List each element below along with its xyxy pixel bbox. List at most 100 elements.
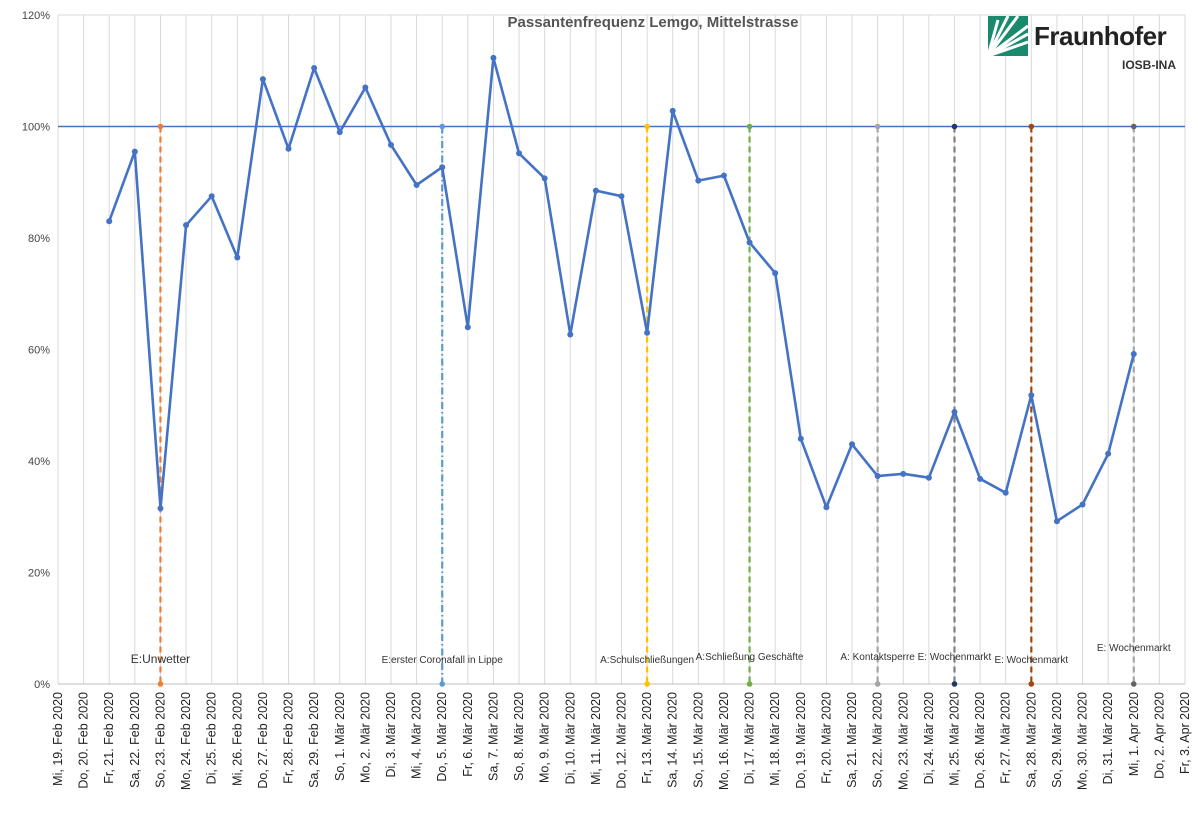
data-point <box>746 239 753 246</box>
x-tick-label: Sa, 7. Mär 2020 <box>486 692 500 781</box>
x-tick-label: Do, 2. Apr 2020 <box>1152 692 1166 779</box>
x-tick-label: Mi, 25. Mär 2020 <box>947 692 961 786</box>
y-tick-label: 0% <box>34 679 50 691</box>
event-label: E: Wochenmarkt <box>994 655 1068 666</box>
x-tick-label: Fr, 6. Mär 2020 <box>461 692 475 777</box>
x-tick-label: Do, 5. Mär 2020 <box>435 692 449 782</box>
data-point <box>1105 450 1112 457</box>
y-tick-label: 80% <box>28 233 50 245</box>
data-point <box>900 470 907 477</box>
data-point <box>567 331 574 338</box>
event-label: E: Wochenmarkt <box>918 652 992 663</box>
data-point <box>772 270 779 277</box>
x-tick-label: Do, 12. Mär 2020 <box>615 692 629 789</box>
data-point <box>259 76 266 83</box>
data-point <box>336 129 343 136</box>
x-tick-label: Mi, 11. Mär 2020 <box>589 692 603 785</box>
data-point <box>849 441 856 448</box>
x-tick-label: Mi, 18. Mär 2020 <box>768 692 782 786</box>
x-tick-label: Do, 19. Mär 2020 <box>794 692 808 789</box>
x-tick-label: Sa, 28. Mär 2020 <box>1024 692 1038 788</box>
event-label: E: Wochenmarkt <box>1097 643 1171 654</box>
event-marker-top <box>439 123 446 130</box>
data-point <box>362 84 369 91</box>
event-marker-top <box>157 123 164 130</box>
event-marker-top <box>1028 123 1035 130</box>
event-marker-bottom <box>644 681 650 687</box>
data-point <box>1079 501 1086 508</box>
x-tick-label: Di, 24. Mär 2020 <box>922 692 936 784</box>
x-tick-label: Mo, 2. Mär 2020 <box>358 692 372 783</box>
x-tick-label: Di, 17. Mär 2020 <box>743 692 757 784</box>
data-point <box>516 150 523 157</box>
event-marker-bottom <box>1130 681 1137 687</box>
x-tick-label: Di, 10. Mär 2020 <box>563 692 577 784</box>
x-tick-label: Mo, 9. Mär 2020 <box>538 692 552 783</box>
logo-wordmark: Fraunhofer <box>1034 21 1167 51</box>
data-point <box>1002 489 1009 496</box>
y-tick-label: 120% <box>22 10 50 22</box>
data-point <box>695 177 702 184</box>
x-tick-label: Di, 31. Mär 2020 <box>1101 692 1115 784</box>
data-point <box>311 64 318 71</box>
x-tick-label: Fr, 3. Apr 2020 <box>1178 692 1192 774</box>
event-marker-bottom <box>439 681 446 687</box>
data-point <box>1053 518 1060 525</box>
event-label: A:Schulschließungen <box>600 655 694 666</box>
data-point <box>464 324 471 331</box>
x-tick-label: Mo, 30. Mär 2020 <box>1076 692 1090 790</box>
event-label: E:erster Coronafall in Lippe <box>382 655 504 666</box>
x-tick-label: So, 1. Mär 2020 <box>333 692 347 781</box>
data-point <box>106 218 113 225</box>
x-tick-label: So, 15. Mär 2020 <box>691 692 705 788</box>
y-tick-label: 60% <box>28 345 50 357</box>
event-marker-bottom <box>951 681 958 687</box>
data-point <box>1028 392 1035 399</box>
event-label: A: Kontaktsperre <box>840 652 915 663</box>
x-tick-label: Do, 20. Feb 2020 <box>77 692 91 789</box>
x-tick-label: Mi, 4. Mär 2020 <box>410 692 424 779</box>
data-point <box>797 435 804 442</box>
event-marker-top <box>644 123 650 130</box>
x-tick-label: So, 29. Mär 2020 <box>1050 692 1064 788</box>
event-marker-top <box>746 123 753 130</box>
data-point <box>618 193 625 200</box>
x-tick-label: Fr, 13. Mär 2020 <box>640 692 654 784</box>
x-tick-label: Do, 26. Mär 2020 <box>973 692 987 789</box>
data-point <box>131 148 138 155</box>
chart-title: Passantenfrequenz Lemgo, Mittelstrasse <box>508 14 799 31</box>
y-axis: 0% 20% 40% 60% 80% 100% 120% <box>22 10 50 691</box>
vertical-grid <box>57 14 1186 685</box>
x-tick-label: Mo, 23. Mär 2020 <box>896 692 910 790</box>
event-marker-top <box>951 123 958 130</box>
series-line <box>106 54 1137 525</box>
data-point <box>234 254 241 261</box>
data-point <box>592 187 599 194</box>
event-label: E:Unwetter <box>131 652 190 666</box>
data-point <box>157 505 164 512</box>
data-point <box>1130 350 1137 357</box>
x-tick-label: Fr, 21. Feb 2020 <box>102 692 116 784</box>
data-point <box>874 473 881 480</box>
event-marker-bottom <box>1028 681 1035 687</box>
y-tick-label: 40% <box>28 456 50 468</box>
event-marker-top <box>874 123 881 130</box>
x-tick-label: Fr, 27. Mär 2020 <box>999 692 1013 784</box>
x-tick-label: Sa, 14. Mär 2020 <box>666 692 680 788</box>
data-point <box>183 222 190 229</box>
event-marker-top <box>1130 123 1137 130</box>
logo-subtitle: IOSB-INA <box>1122 58 1176 72</box>
data-point <box>720 172 727 179</box>
data-point <box>541 175 548 182</box>
data-point <box>439 164 446 171</box>
x-tick-label: Fr, 20. Mär 2020 <box>819 692 833 784</box>
data-point <box>977 475 984 482</box>
x-tick-label: Fr, 28. Feb 2020 <box>282 692 296 784</box>
event-label: A:Schließung Geschäfte <box>696 652 804 663</box>
x-tick-label: So, 23. Feb 2020 <box>153 692 167 788</box>
x-tick-label: Mo, 24. Feb 2020 <box>179 692 193 790</box>
x-tick-label: Mo, 16. Mär 2020 <box>717 692 731 790</box>
fraunhofer-logo: Fraunhofer IOSB-INA <box>988 16 1184 76</box>
x-tick-label: Do, 27. Feb 2020 <box>256 692 270 789</box>
